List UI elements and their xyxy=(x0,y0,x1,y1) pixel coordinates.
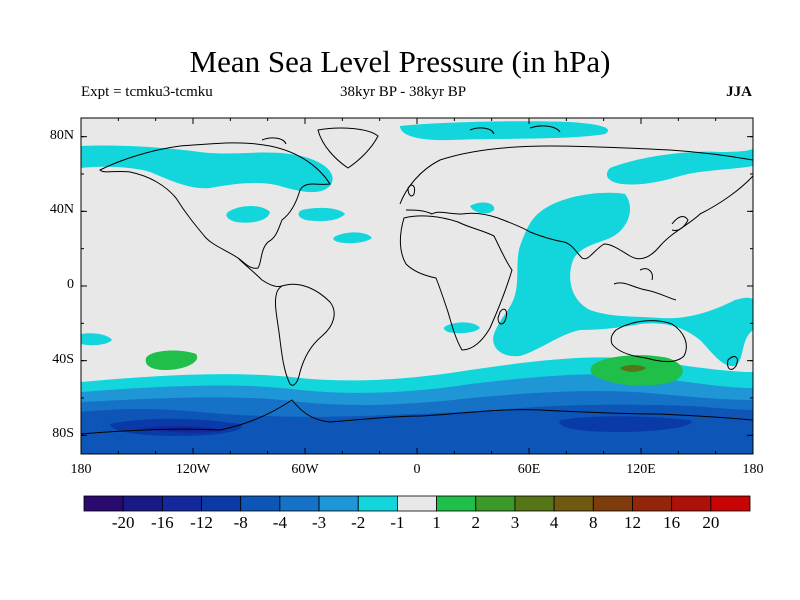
colorbar-swatch xyxy=(710,495,751,512)
y-tick-label: 80N xyxy=(49,127,74,143)
uk-coast xyxy=(407,184,415,197)
coastlines xyxy=(81,125,753,435)
colorbar-swatch xyxy=(240,495,281,512)
madagascar-coast xyxy=(497,308,507,325)
colorbar-label: -3 xyxy=(311,513,327,532)
colorbar-label: 4 xyxy=(549,513,559,532)
y-tick-label: 40S xyxy=(52,351,74,367)
y-tick-label: 0 xyxy=(67,277,74,292)
season-label: JJA xyxy=(726,84,752,100)
x-tick-label: 180 xyxy=(742,462,764,477)
colorbar-label: -4 xyxy=(272,513,287,532)
colorbar-label: 3 xyxy=(510,513,520,532)
greenland-coast xyxy=(317,127,379,169)
asia-indian-cyan xyxy=(493,192,753,367)
arctic-cyan-atlantic xyxy=(400,121,609,141)
colorbar-label: -20 xyxy=(111,513,135,532)
north-america-coast xyxy=(99,142,331,269)
australia-coast xyxy=(610,320,687,362)
x-tick-label: 120W xyxy=(175,462,211,477)
south-pacific-cyan xyxy=(81,333,112,346)
colorbar-swatch xyxy=(436,495,477,512)
colorbar-swatch xyxy=(122,495,163,512)
colorbar-swatch xyxy=(475,495,516,512)
siberia-cyan xyxy=(606,148,753,185)
south-pacific-positive xyxy=(145,350,198,370)
colorbar-swatch xyxy=(357,495,398,512)
colorbar-swatch xyxy=(671,495,712,512)
north-atlantic-cyan-2 xyxy=(298,207,345,222)
south-atlantic-cyan xyxy=(443,322,480,334)
colorbar-swatch xyxy=(553,495,594,512)
colorbar-label: 20 xyxy=(702,513,720,532)
south-america-coast xyxy=(275,283,335,386)
period-label: 38kyr BP - 38kyr BP xyxy=(340,84,467,100)
mid-atlantic-cyan xyxy=(333,232,372,244)
europe-cyan xyxy=(470,202,495,214)
eurasia-coast xyxy=(399,145,753,260)
x-tick-label: 60E xyxy=(517,462,541,477)
x-tick-label: 180 xyxy=(70,462,92,477)
colorbar-label: 12 xyxy=(623,513,641,532)
colorbar-label: -2 xyxy=(351,513,366,532)
antarctica-coast xyxy=(81,399,753,435)
colorbar-swatch xyxy=(514,495,555,512)
colorbar-label: -12 xyxy=(190,513,213,532)
x-tick-label: 0 xyxy=(413,462,421,477)
y-tick-label: 40N xyxy=(49,202,74,218)
colorbar-swatch xyxy=(318,495,359,512)
colorbar-swatch xyxy=(83,495,124,512)
southern-ocean-blue xyxy=(81,404,753,454)
australia-positive-core xyxy=(620,365,646,372)
colorbar-swatch xyxy=(279,495,320,512)
colorbar-label: -16 xyxy=(151,513,174,532)
colorbar-label: 16 xyxy=(663,513,681,532)
africa-coast xyxy=(399,215,513,351)
colorbar-label: 2 xyxy=(471,513,481,532)
colorbar-swatch xyxy=(632,495,673,512)
colorbar-label: -1 xyxy=(390,513,405,532)
y-tick-label: 80S xyxy=(52,426,74,442)
central-america-coast xyxy=(237,257,283,287)
north-atlantic-cyan xyxy=(226,206,270,223)
colorbar-swatch xyxy=(397,495,437,512)
colorbar-label: 1 xyxy=(432,513,441,532)
colorbar-swatch xyxy=(201,495,242,512)
new-zealand-coast xyxy=(727,356,738,370)
indonesia-coast xyxy=(613,268,677,301)
x-tick-label: 120E xyxy=(626,462,656,477)
colorbar-swatch xyxy=(161,495,202,512)
colorbar xyxy=(83,495,751,512)
x-tick-label: 60W xyxy=(291,462,319,477)
colorbar-swatch xyxy=(592,495,633,512)
north-pacific-cyan xyxy=(81,145,333,193)
southern-ocean-darkblue-2 xyxy=(559,416,692,432)
map-title: Mean Sea Level Pressure (in hPa) xyxy=(189,44,611,79)
japan-coast xyxy=(671,216,689,231)
colorbar-label: 8 xyxy=(589,513,598,532)
colorbar-label: -8 xyxy=(233,513,248,532)
experiment-label: Expt = tcmku3-tcmku xyxy=(81,84,213,100)
arctic-islands-coast xyxy=(261,125,561,145)
